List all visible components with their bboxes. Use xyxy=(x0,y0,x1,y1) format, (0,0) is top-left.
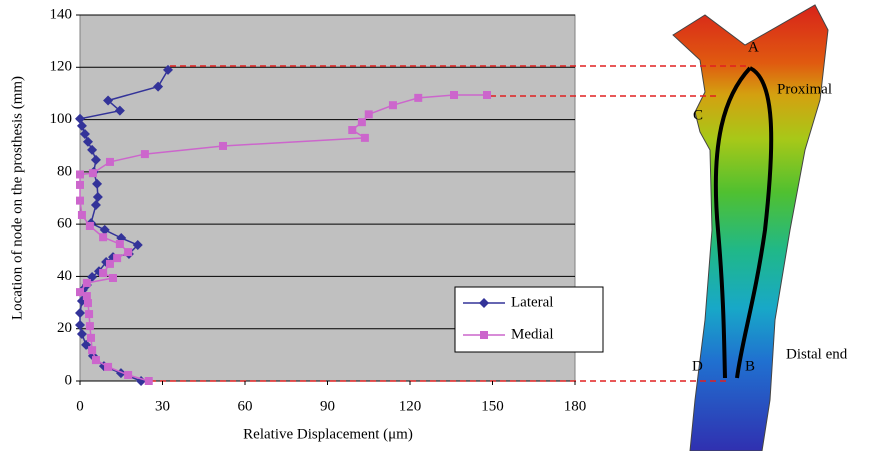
marker xyxy=(219,141,227,150)
marker xyxy=(140,150,149,159)
marker xyxy=(92,191,103,202)
marker xyxy=(348,126,357,135)
marker xyxy=(388,101,397,110)
y-tick-label: 20 xyxy=(57,320,72,336)
marker xyxy=(77,210,86,219)
prosthesis xyxy=(672,4,829,451)
marker xyxy=(109,273,117,282)
marker xyxy=(103,95,114,106)
marker xyxy=(76,328,87,339)
legend-label: Medial xyxy=(511,326,554,342)
marker xyxy=(124,370,133,379)
marker xyxy=(85,322,94,331)
marker xyxy=(132,240,143,251)
marker xyxy=(105,157,114,166)
marker xyxy=(113,254,122,263)
marker xyxy=(79,128,90,139)
marker xyxy=(83,299,92,308)
x-tick-label: 90 xyxy=(320,398,335,414)
marker xyxy=(115,240,124,249)
x-tick-label: 30 xyxy=(155,398,170,414)
x-tick-label: 180 xyxy=(564,398,587,414)
x-tick-label: 120 xyxy=(399,398,422,414)
marker xyxy=(75,308,85,319)
marker xyxy=(82,136,93,147)
y-tick-label: 140 xyxy=(50,6,73,22)
marker xyxy=(364,110,373,119)
marker xyxy=(450,90,458,99)
marker xyxy=(483,90,491,99)
path-cd xyxy=(713,66,752,379)
marker xyxy=(75,113,85,124)
y-axis-title: Location of node on the prosthesis (mm) xyxy=(9,76,25,320)
marker xyxy=(124,248,133,257)
marker xyxy=(82,292,91,301)
marker xyxy=(85,221,94,230)
annotation: Distal end xyxy=(786,346,848,362)
y-tick-label: 60 xyxy=(57,216,72,232)
marker xyxy=(82,278,91,287)
marker xyxy=(90,200,101,211)
marker xyxy=(163,64,173,75)
marker xyxy=(99,269,108,278)
marker xyxy=(76,180,84,189)
marker xyxy=(104,362,113,371)
marker xyxy=(144,377,153,385)
x-tick-label: 0 xyxy=(76,398,84,414)
marker xyxy=(360,133,369,142)
annotation: A xyxy=(748,39,759,55)
marker xyxy=(76,170,84,179)
y-tick-label: 40 xyxy=(57,268,72,284)
marker xyxy=(99,224,110,235)
marker xyxy=(76,196,84,205)
series-line xyxy=(79,69,169,382)
marker xyxy=(153,81,164,92)
marker xyxy=(87,333,95,342)
annotation: Proximal xyxy=(777,81,832,97)
marker xyxy=(357,118,366,127)
legend xyxy=(454,286,604,353)
annotation: D xyxy=(692,358,703,374)
annotation: C xyxy=(693,107,703,123)
annotation: B xyxy=(745,358,755,374)
marker xyxy=(85,310,94,319)
marker xyxy=(88,169,97,178)
y-tick-label: 120 xyxy=(50,59,73,75)
marker xyxy=(88,346,97,355)
marker xyxy=(90,154,101,165)
marker xyxy=(76,120,87,131)
marker xyxy=(87,144,98,155)
path-ab xyxy=(735,66,774,379)
y-tick-label: 100 xyxy=(50,111,73,127)
x-tick-label: 60 xyxy=(238,398,253,414)
marker xyxy=(114,105,125,116)
marker xyxy=(414,93,423,102)
marker xyxy=(76,288,84,297)
marker xyxy=(105,259,114,268)
marker xyxy=(92,178,103,189)
legend-marker xyxy=(479,298,489,308)
legend-label: Lateral xyxy=(511,294,553,310)
x-axis-title: Relative Displacement (μm) xyxy=(243,426,413,442)
marker xyxy=(91,356,100,365)
y-tick-label: 0 xyxy=(65,372,73,388)
marker xyxy=(99,233,108,242)
marker xyxy=(75,320,85,331)
y-tick-label: 80 xyxy=(57,163,72,179)
x-tick-label: 150 xyxy=(481,398,504,414)
legend-marker xyxy=(480,331,488,339)
